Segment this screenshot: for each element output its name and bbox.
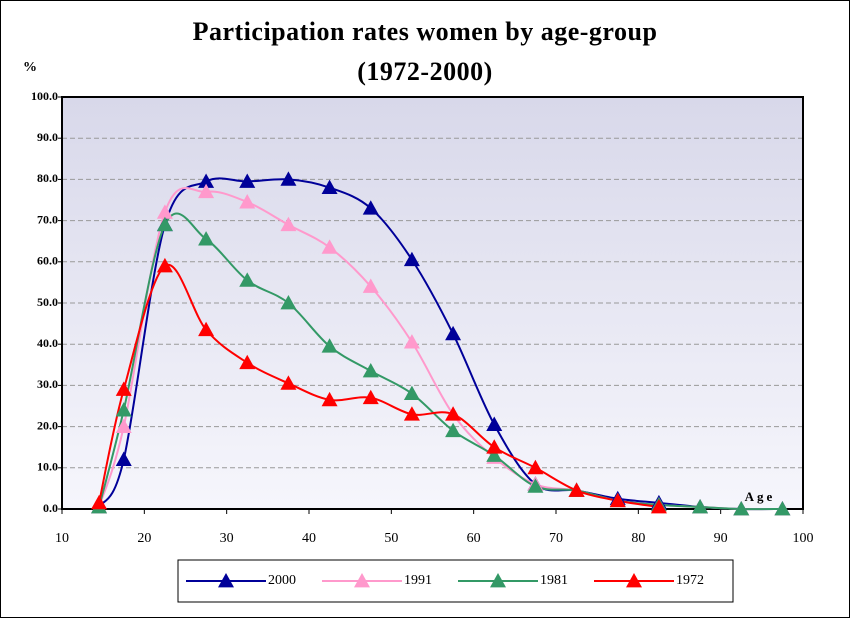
data-point — [91, 494, 108, 510]
x-tick-label: 30 — [220, 531, 234, 546]
y-tick-label: 0.0 — [43, 501, 58, 515]
legend-marker — [354, 573, 370, 588]
data-point — [115, 418, 132, 433]
data-point — [650, 498, 667, 514]
data-point — [403, 251, 420, 267]
y-tick-label: 100.0 — [31, 89, 58, 103]
x-tick-label: 50 — [384, 531, 398, 546]
y-tick-label: 10.0 — [37, 460, 58, 474]
data-point — [280, 216, 297, 232]
data-point — [445, 325, 462, 341]
data-point — [362, 278, 379, 293]
data-point — [321, 391, 338, 407]
data-point — [403, 406, 420, 421]
data-point — [486, 416, 503, 431]
data-point — [527, 478, 544, 493]
data-point — [115, 402, 132, 417]
data-point — [445, 406, 462, 421]
x-tick-label: 90 — [714, 531, 728, 546]
chart-title: Participation rates women by age-group — [193, 17, 658, 46]
data-point — [156, 204, 173, 219]
y-tick-label: 30.0 — [37, 377, 58, 391]
legend-label: 1981 — [540, 573, 568, 588]
legend-marker — [218, 573, 234, 588]
data-point — [568, 482, 585, 497]
data-point — [321, 239, 338, 254]
data-point — [362, 200, 379, 215]
y-tick-label: 90.0 — [37, 130, 58, 144]
data-point — [115, 451, 132, 466]
data-point — [198, 183, 215, 199]
data-point — [198, 321, 215, 337]
legend-label: 1991 — [404, 573, 432, 588]
y-tick-label: 20.0 — [37, 418, 58, 432]
chart-subtitle: (1972-2000) — [357, 57, 492, 86]
y-tick-label: 50.0 — [37, 295, 58, 309]
data-point — [239, 173, 256, 188]
data-point — [445, 422, 462, 438]
data-point — [486, 439, 503, 454]
x-tick-label: 80 — [631, 531, 645, 546]
data-point — [403, 334, 420, 349]
legend-marker — [490, 573, 506, 588]
data-point — [321, 179, 338, 195]
data-point — [609, 492, 626, 508]
x-tick-label: 100 — [793, 531, 814, 546]
data-point — [692, 498, 709, 514]
y-tick-label: 40.0 — [37, 336, 58, 350]
data-point — [486, 447, 503, 462]
data-point — [733, 501, 750, 516]
data-point — [198, 173, 215, 188]
data-point — [239, 354, 256, 370]
data-point — [321, 338, 338, 353]
y-tick-label: 80.0 — [37, 171, 58, 185]
data-point — [280, 375, 297, 390]
legend-label: 2000 — [268, 573, 296, 588]
x-tick-label: 20 — [137, 531, 151, 546]
y-tick-label: 70.0 — [37, 212, 58, 226]
data-point — [239, 194, 256, 209]
x-tick-label: 40 — [302, 531, 316, 546]
data-point — [115, 381, 132, 396]
y-tick-label: 60.0 — [37, 254, 58, 268]
data-point — [403, 385, 420, 401]
x-tick-label: 60 — [467, 531, 481, 546]
data-point — [156, 257, 173, 273]
data-point — [239, 272, 256, 287]
data-point — [280, 295, 297, 310]
data-point — [527, 459, 544, 475]
plot-frame — [61, 96, 804, 510]
x-tick-label: 10 — [55, 531, 69, 546]
data-point — [774, 501, 791, 516]
y-axis-label: % — [23, 60, 37, 75]
data-point — [280, 171, 297, 186]
x-axis-label: Age — [745, 489, 776, 504]
legend-marker — [626, 573, 642, 588]
data-point — [198, 231, 215, 246]
data-point — [156, 216, 173, 232]
data-point — [362, 389, 379, 405]
data-point — [362, 362, 379, 378]
x-tick-label: 70 — [549, 531, 563, 546]
legend-label: 1972 — [676, 573, 704, 588]
